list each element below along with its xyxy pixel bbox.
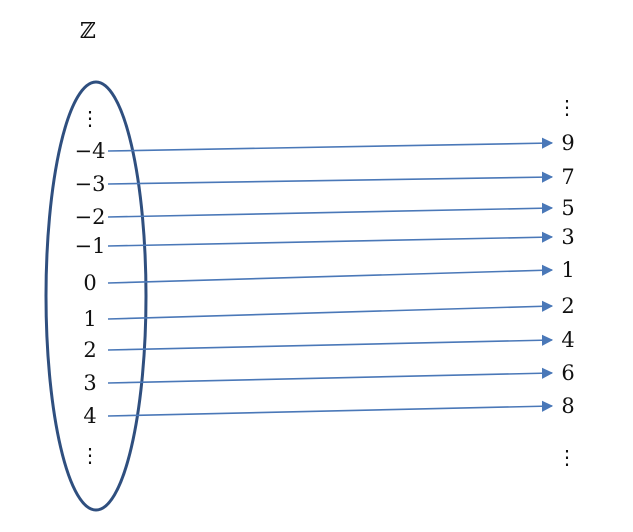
codomain-value: 4 xyxy=(561,328,574,352)
mapping-arrow xyxy=(107,171,554,185)
codomain-value: 7 xyxy=(561,165,574,189)
codomain-value: 5 xyxy=(561,196,574,220)
domain-value: −2 xyxy=(75,205,106,229)
mapping-arrow xyxy=(107,334,554,351)
domain-value: 3 xyxy=(83,371,96,395)
mapping-arrow xyxy=(107,202,554,218)
domain-value: 4 xyxy=(83,404,96,428)
codomain-value: 1 xyxy=(561,258,574,282)
mapping-rows: −4 9 −3 7 −2 5 −1 3 0 1 1 2 2 4 3 6 4 8 xyxy=(75,131,575,428)
set-label-integers: ℤ xyxy=(80,19,96,44)
mapping-arrow xyxy=(107,400,554,417)
domain-value: 0 xyxy=(83,271,96,295)
mapping-arrow xyxy=(107,231,554,247)
codomain-value: 9 xyxy=(561,131,574,155)
domain-ellipse xyxy=(44,80,148,512)
domain-value: 2 xyxy=(83,338,96,362)
codomain-value: 8 xyxy=(561,394,574,418)
left-ellipsis-top: ⋮ xyxy=(80,106,100,130)
right-ellipsis-bottom: ⋮ xyxy=(557,445,577,469)
domain-value: 1 xyxy=(83,307,96,331)
left-ellipsis-bottom: ⋮ xyxy=(80,443,100,467)
right-ellipsis-top: ⋮ xyxy=(557,95,577,119)
domain-value: −3 xyxy=(75,172,106,196)
mapping-arrow xyxy=(107,367,554,384)
domain-value: −4 xyxy=(75,139,106,163)
mapping-arrow xyxy=(107,300,554,320)
codomain-value: 2 xyxy=(561,294,574,318)
mapping-arrow xyxy=(107,137,554,152)
domain-value: −1 xyxy=(75,234,106,258)
codomain-value: 3 xyxy=(561,225,574,249)
codomain-value: 6 xyxy=(561,361,574,385)
mapping-arrow xyxy=(107,264,554,284)
